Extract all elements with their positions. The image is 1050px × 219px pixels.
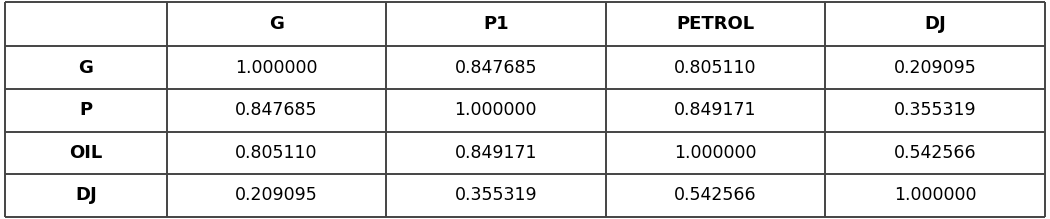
Text: 0.542566: 0.542566: [894, 144, 976, 162]
Text: DJ: DJ: [924, 15, 946, 33]
Text: PETROL: PETROL: [676, 15, 755, 33]
Text: 0.849171: 0.849171: [455, 144, 538, 162]
Text: G: G: [79, 58, 93, 77]
Text: 0.355319: 0.355319: [894, 101, 976, 119]
Text: 0.355319: 0.355319: [455, 187, 538, 205]
Text: 1.000000: 1.000000: [894, 187, 976, 205]
Text: 0.805110: 0.805110: [674, 58, 757, 77]
Text: 0.209095: 0.209095: [894, 58, 976, 77]
Text: P1: P1: [483, 15, 508, 33]
Text: 0.542566: 0.542566: [674, 187, 757, 205]
Text: 0.805110: 0.805110: [235, 144, 317, 162]
Text: OIL: OIL: [69, 144, 103, 162]
Text: 1.000000: 1.000000: [674, 144, 757, 162]
Text: G: G: [269, 15, 284, 33]
Text: 0.849171: 0.849171: [674, 101, 757, 119]
Text: 1.000000: 1.000000: [455, 101, 538, 119]
Text: 1.000000: 1.000000: [235, 58, 317, 77]
Text: 0.209095: 0.209095: [235, 187, 318, 205]
Text: P: P: [80, 101, 92, 119]
Text: 0.847685: 0.847685: [235, 101, 317, 119]
Text: DJ: DJ: [75, 187, 97, 205]
Text: 0.847685: 0.847685: [455, 58, 538, 77]
